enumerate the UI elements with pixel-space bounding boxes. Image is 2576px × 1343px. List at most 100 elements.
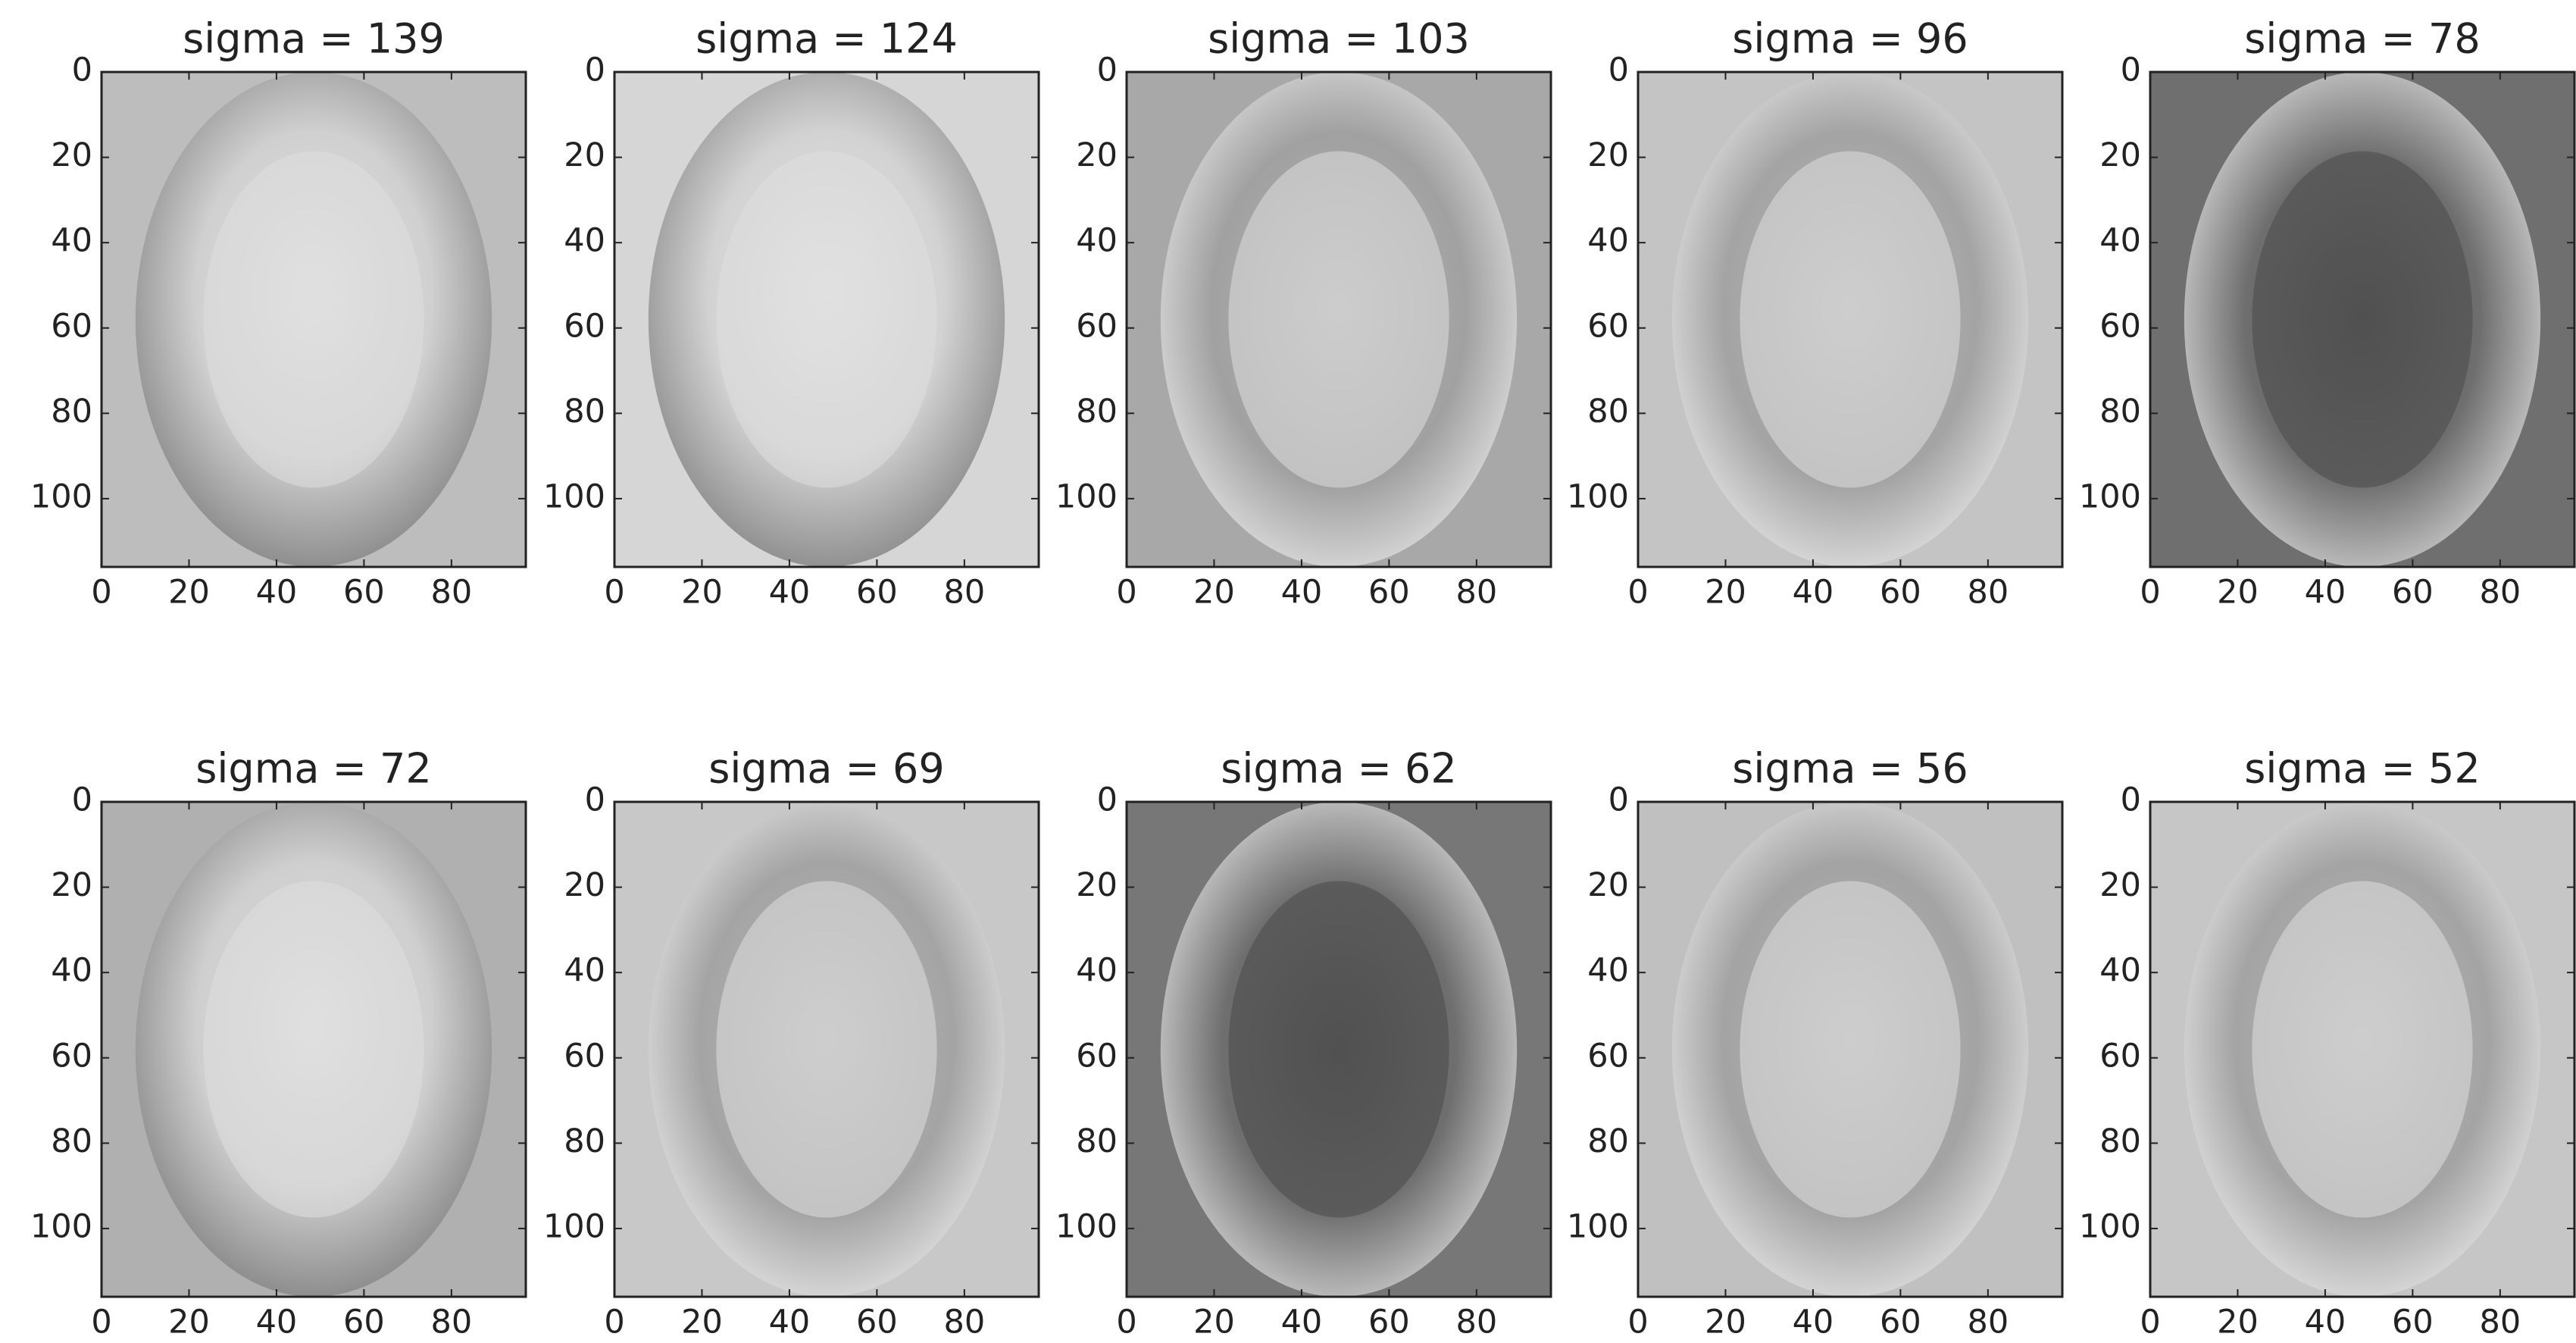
face-inner bbox=[1228, 151, 1449, 487]
chart-title: sigma = 69 bbox=[708, 745, 944, 793]
x-tick-label: 60 bbox=[856, 574, 898, 612]
y-tick-label: 80 bbox=[1587, 1122, 1629, 1160]
y-tick-label: 0 bbox=[1097, 52, 1118, 89]
figure: sigma = 139020406080020406080100sigma = … bbox=[0, 0, 2576, 1343]
x-tick-label: 20 bbox=[168, 574, 210, 612]
y-tick-label: 100 bbox=[2079, 477, 2141, 515]
y-tick-label: 60 bbox=[1076, 307, 1118, 345]
y-tick-label: 80 bbox=[1076, 1122, 1118, 1160]
y-tick-label: 20 bbox=[1076, 136, 1118, 174]
y-tick-label: 40 bbox=[1587, 222, 1629, 260]
x-tick-label: 20 bbox=[1193, 574, 1235, 612]
y-tick-label: 60 bbox=[2099, 1037, 2141, 1075]
y-tick-label: 100 bbox=[1567, 1207, 1629, 1245]
y-tick-label: 20 bbox=[51, 136, 92, 174]
x-tick-label: 60 bbox=[2392, 574, 2434, 612]
x-tick-label: 60 bbox=[1880, 1304, 1921, 1341]
x-tick-label: 0 bbox=[1116, 574, 1136, 612]
x-tick-label: 60 bbox=[1368, 574, 1410, 612]
chart-title: sigma = 62 bbox=[1221, 745, 1456, 793]
x-tick-label: 0 bbox=[91, 1304, 111, 1341]
y-tick-label: 100 bbox=[1055, 1207, 1118, 1245]
x-tick-label: 80 bbox=[2479, 1304, 2521, 1341]
chart-title: sigma = 56 bbox=[1732, 745, 1968, 793]
chart-title: sigma = 124 bbox=[696, 15, 958, 63]
x-tick-label: 80 bbox=[430, 1304, 472, 1341]
face-inner bbox=[203, 151, 424, 487]
y-tick-label: 60 bbox=[51, 1037, 92, 1075]
y-tick-label: 0 bbox=[72, 781, 92, 819]
y-tick-label: 20 bbox=[2099, 866, 2141, 904]
x-tick-label: 0 bbox=[1627, 1304, 1648, 1341]
x-tick-label: 60 bbox=[1368, 1304, 1410, 1341]
x-tick-label: 80 bbox=[1967, 1304, 2009, 1341]
x-tick-label: 80 bbox=[1967, 574, 2009, 612]
x-tick-label: 20 bbox=[2217, 574, 2259, 612]
y-tick-label: 40 bbox=[1587, 952, 1629, 990]
y-tick-label: 100 bbox=[1055, 477, 1118, 515]
y-tick-label: 40 bbox=[2099, 952, 2141, 990]
y-tick-label: 40 bbox=[2099, 222, 2141, 260]
x-tick-label: 80 bbox=[430, 574, 472, 612]
x-tick-label: 0 bbox=[1627, 574, 1648, 612]
y-tick-label: 0 bbox=[2121, 52, 2141, 89]
y-tick-label: 0 bbox=[585, 781, 605, 819]
y-tick-label: 80 bbox=[51, 393, 92, 430]
y-tick-label: 40 bbox=[1076, 952, 1118, 990]
x-tick-label: 40 bbox=[256, 574, 298, 612]
y-tick-label: 60 bbox=[1587, 1037, 1629, 1075]
y-tick-label: 60 bbox=[1587, 307, 1629, 345]
y-tick-label: 60 bbox=[564, 307, 605, 345]
x-tick-label: 80 bbox=[943, 574, 985, 612]
y-tick-label: 20 bbox=[1587, 136, 1629, 174]
y-tick-label: 0 bbox=[1097, 781, 1118, 819]
y-tick-label: 20 bbox=[2099, 136, 2141, 174]
y-tick-label: 100 bbox=[30, 1207, 92, 1245]
face-inner bbox=[203, 881, 424, 1217]
x-tick-label: 40 bbox=[256, 1304, 298, 1341]
x-tick-label: 60 bbox=[1880, 574, 1921, 612]
panel: sigma = 56020406080020406080100 bbox=[1567, 745, 2062, 1341]
y-tick-label: 40 bbox=[564, 222, 605, 260]
y-tick-label: 80 bbox=[1587, 393, 1629, 430]
y-tick-label: 0 bbox=[2121, 781, 2141, 819]
x-tick-label: 0 bbox=[604, 1304, 624, 1341]
y-tick-label: 100 bbox=[543, 477, 605, 515]
chart-title: sigma = 72 bbox=[195, 745, 431, 793]
x-tick-label: 0 bbox=[91, 574, 111, 612]
x-tick-label: 40 bbox=[1793, 1304, 1834, 1341]
y-tick-label: 80 bbox=[2099, 393, 2141, 430]
y-tick-label: 40 bbox=[51, 222, 92, 260]
face-inner bbox=[1228, 881, 1449, 1217]
x-tick-label: 0 bbox=[2140, 574, 2160, 612]
chart-title: sigma = 96 bbox=[1732, 15, 1968, 63]
x-tick-label: 0 bbox=[1116, 1304, 1136, 1341]
x-tick-label: 40 bbox=[1793, 574, 1834, 612]
x-tick-label: 80 bbox=[1455, 574, 1497, 612]
x-tick-label: 20 bbox=[1193, 1304, 1235, 1341]
panel: sigma = 52020406080020406080100 bbox=[2079, 745, 2574, 1341]
y-tick-label: 60 bbox=[2099, 307, 2141, 345]
x-tick-label: 80 bbox=[943, 1304, 985, 1341]
y-tick-label: 20 bbox=[564, 136, 605, 174]
y-tick-label: 60 bbox=[564, 1037, 605, 1075]
panel: sigma = 69020406080020406080100 bbox=[543, 745, 1039, 1341]
y-tick-label: 20 bbox=[1076, 866, 1118, 904]
x-tick-label: 60 bbox=[343, 1304, 385, 1341]
y-tick-label: 100 bbox=[543, 1207, 605, 1245]
x-tick-label: 20 bbox=[681, 574, 723, 612]
x-tick-label: 40 bbox=[1281, 574, 1323, 612]
y-tick-label: 80 bbox=[564, 393, 605, 430]
y-tick-label: 80 bbox=[564, 1122, 605, 1160]
x-tick-label: 80 bbox=[2479, 574, 2521, 612]
y-tick-label: 100 bbox=[2079, 1207, 2141, 1245]
x-tick-label: 20 bbox=[2217, 1304, 2259, 1341]
x-tick-label: 60 bbox=[343, 574, 385, 612]
y-tick-label: 80 bbox=[2099, 1122, 2141, 1160]
face-inner bbox=[1740, 881, 1960, 1217]
x-tick-label: 80 bbox=[1455, 1304, 1497, 1341]
x-tick-label: 40 bbox=[2305, 1304, 2346, 1341]
x-tick-label: 20 bbox=[168, 1304, 210, 1341]
